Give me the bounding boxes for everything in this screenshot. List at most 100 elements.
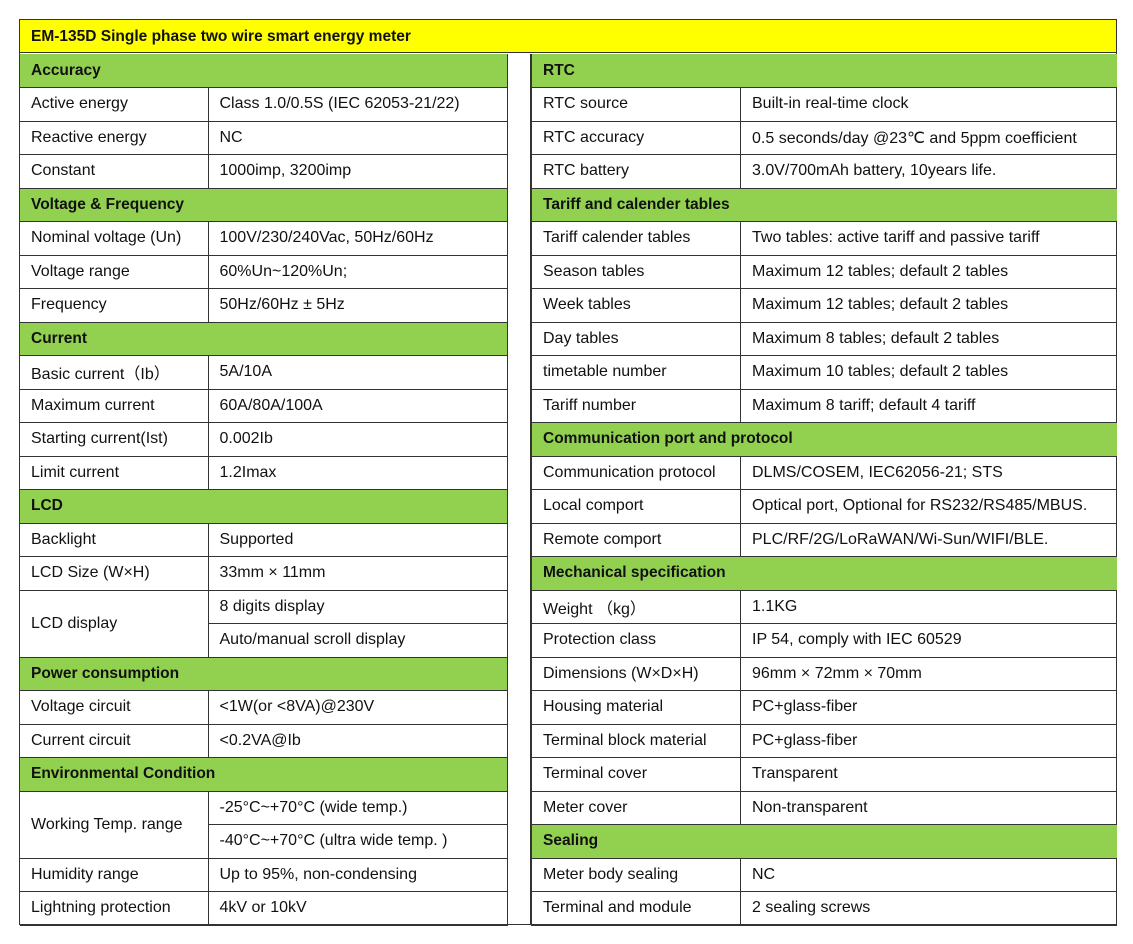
spec-label: Local comport bbox=[531, 489, 741, 524]
spec-value: 50Hz/60Hz ± 5Hz bbox=[207, 288, 508, 323]
spec-value: Supported bbox=[207, 522, 508, 557]
spec-value: -40°C~+70°C (ultra wide temp. ) bbox=[208, 824, 508, 859]
spec-label: Nominal voltage (Un) bbox=[20, 221, 209, 256]
section-header-row: Tariff and calender tables bbox=[531, 187, 1117, 222]
spec-value: 5A/10A bbox=[207, 355, 508, 390]
spec-label: Remote comport bbox=[531, 522, 741, 557]
spec-value: <1W(or <8VA)@230V bbox=[207, 690, 508, 725]
section-header-row: Accuracy bbox=[20, 54, 508, 88]
spec-label: Basic current（Ib） bbox=[20, 355, 209, 390]
spec-row: Local comport Optical port, Optional for … bbox=[531, 489, 1117, 524]
spec-label: timetable number bbox=[531, 355, 741, 390]
spec-label: Tariff number bbox=[531, 388, 741, 423]
column-divider bbox=[507, 54, 531, 925]
spec-label: Lightning protection bbox=[20, 891, 209, 926]
section-header-row: Environmental Condition bbox=[20, 757, 508, 792]
spec-value: Class 1.0/0.5S (IEC 62053-21/22) bbox=[207, 87, 508, 122]
section-header-row: Power consumption bbox=[20, 656, 508, 691]
spec-value: 0.5 seconds/day @23℃ and 5ppm coefficien… bbox=[740, 120, 1117, 155]
spec-label: Season tables bbox=[531, 254, 741, 289]
spec-row: Tariff calender tables Two tables: active… bbox=[531, 221, 1117, 256]
section-header: Mechanical specification bbox=[531, 556, 1117, 591]
spec-value: Auto/manual scroll display bbox=[208, 623, 508, 658]
spec-value: Maximum 12 tables; default 2 tables bbox=[740, 288, 1117, 323]
spec-value: 8 digits display bbox=[207, 589, 508, 624]
spec-value: Maximum 8 tables; default 2 tables bbox=[740, 321, 1117, 356]
spec-label: Voltage circuit bbox=[20, 690, 209, 725]
spec-row: Dimensions (W×D×H) 96mm × 72mm × 70mm bbox=[531, 656, 1117, 691]
spec-row: Maximum current 60A/80A/100A bbox=[20, 388, 508, 423]
spec-label: RTC source bbox=[531, 87, 741, 122]
spec-row: Nominal voltage (Un) 100V/230/240Vac, 50H… bbox=[20, 221, 508, 256]
spec-value: PC+glass-fiber bbox=[740, 690, 1117, 725]
section-header-row: RTC bbox=[531, 54, 1117, 88]
spec-value: Non-transparent bbox=[740, 790, 1117, 825]
spec-row: Basic current（Ib） 5A/10A bbox=[20, 355, 508, 390]
spec-label: Communication protocol bbox=[531, 455, 741, 490]
spec-row: Terminal cover Transparent bbox=[531, 757, 1117, 792]
spec-label: Dimensions (W×D×H) bbox=[531, 656, 741, 691]
spec-row: timetable number Maximum 10 tables; defau… bbox=[531, 355, 1117, 390]
spec-value: Maximum 8 tariff; default 4 tariff bbox=[740, 388, 1117, 423]
section-header-row: Mechanical specification bbox=[531, 556, 1117, 591]
spec-label: RTC accuracy bbox=[531, 120, 741, 155]
spec-row: Reactive energy NC bbox=[20, 120, 508, 155]
spec-row: Protection class IP 54, comply with IEC 6… bbox=[531, 623, 1117, 658]
spec-row: Meter cover Non-transparent bbox=[531, 790, 1117, 825]
spec-label: Working Temp. range bbox=[20, 790, 209, 859]
spec-label: Terminal and module bbox=[531, 891, 741, 926]
section-header: Communication port and protocol bbox=[531, 422, 1117, 457]
spec-label: Current circuit bbox=[20, 723, 209, 758]
spec-value: DLMS/COSEM, IEC62056-21; STS bbox=[740, 455, 1117, 490]
spec-row: LCD display 8 digits display bbox=[20, 589, 508, 658]
spec-row: -40°C~+70°C (ultra wide temp. ) bbox=[20, 824, 508, 859]
spec-value: PLC/RF/2G/LoRaWAN/Wi-Sun/WIFI/BLE. bbox=[740, 522, 1117, 557]
spec-row: Remote comport PLC/RF/2G/LoRaWAN/Wi-Sun/W… bbox=[531, 522, 1117, 557]
section-header-row: Sealing bbox=[531, 824, 1117, 859]
spec-label: Terminal cover bbox=[531, 757, 741, 792]
spec-row: LCD Size (W×H) 33mm × 11mm bbox=[20, 556, 508, 591]
spec-row: Voltage circuit <1W(or <8VA)@230V bbox=[20, 690, 508, 725]
spec-value: 96mm × 72mm × 70mm bbox=[740, 656, 1117, 691]
spec-label: Humidity range bbox=[20, 857, 209, 892]
spec-value: 4kV or 10kV bbox=[207, 891, 508, 926]
spec-label: Week tables bbox=[531, 288, 741, 323]
section-header-row: LCD bbox=[20, 489, 508, 524]
spec-label: Housing material bbox=[531, 690, 741, 725]
spec-label: Constant bbox=[20, 154, 209, 189]
section-header: Power consumption bbox=[20, 656, 508, 691]
spec-label: LCD display bbox=[20, 589, 209, 658]
spec-row: Day tables Maximum 8 tables; default 2 ta… bbox=[531, 321, 1117, 356]
spec-row: Week tables Maximum 12 tables; default 2 … bbox=[531, 288, 1117, 323]
spec-label: Backlight bbox=[20, 522, 209, 557]
spec-value: 1000imp, 3200imp bbox=[207, 154, 508, 189]
spec-label: Tariff calender tables bbox=[531, 221, 741, 256]
spec-value: PC+glass-fiber bbox=[740, 723, 1117, 758]
spec-value: 1.2Imax bbox=[207, 455, 508, 490]
spec-row: Current circuit <0.2VA@Ib bbox=[20, 723, 508, 758]
spec-value: 60A/80A/100A bbox=[207, 388, 508, 423]
section-header: RTC bbox=[531, 54, 1117, 88]
spec-row: Terminal and module 2 sealing screws bbox=[531, 891, 1117, 926]
spec-row: Housing material PC+glass-fiber bbox=[531, 690, 1117, 725]
spec-row: RTC battery 3.0V/700mAh battery, 10years … bbox=[531, 154, 1117, 189]
spec-row: Humidity range Up to 95%, non-condensing bbox=[20, 857, 508, 892]
spec-value: 3.0V/700mAh battery, 10years life. bbox=[740, 154, 1117, 189]
spec-value: 0.002Ib bbox=[207, 422, 508, 457]
spec-value: Two tables: active tariff and passive ta… bbox=[740, 221, 1117, 256]
section-header-row: Voltage & Frequency bbox=[20, 187, 508, 222]
spec-value: Maximum 12 tables; default 2 tables bbox=[740, 254, 1117, 289]
spec-label: LCD Size (W×H) bbox=[20, 556, 209, 591]
spec-row: RTC accuracy 0.5 seconds/day @23℃ and 5pp… bbox=[531, 120, 1117, 155]
spec-value: NC bbox=[207, 120, 508, 155]
spec-label: Meter cover bbox=[531, 790, 741, 825]
section-header-row: Current bbox=[20, 321, 508, 356]
spec-row: RTC source Built-in real-time clock bbox=[531, 87, 1117, 122]
left-spec-table: Accuracy Active energy Class 1.0/0.5S (IEC… bbox=[20, 54, 508, 926]
spec-label: Protection class bbox=[531, 623, 741, 658]
spec-label: Starting current(Ist) bbox=[20, 422, 209, 457]
spec-value: 2 sealing screws bbox=[740, 891, 1117, 926]
spec-row: Working Temp. range -25°C~+70°C (wide tem… bbox=[20, 790, 508, 859]
section-header-row: Communication port and protocol bbox=[531, 422, 1117, 457]
spec-row: Lightning protection 4kV or 10kV bbox=[20, 891, 508, 926]
